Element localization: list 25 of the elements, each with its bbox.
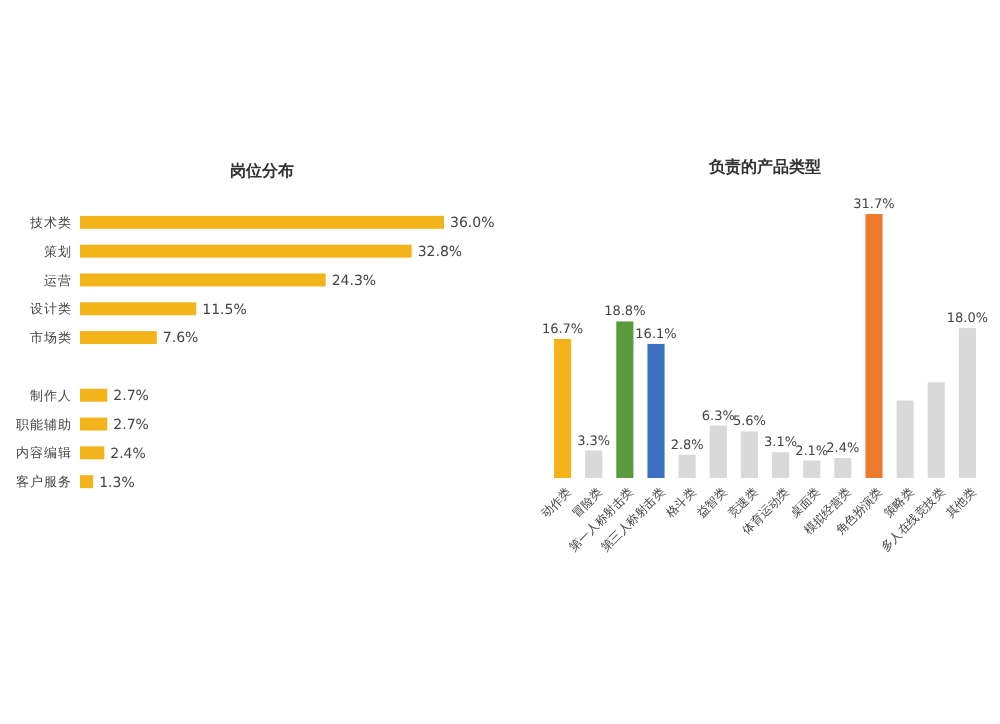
bar bbox=[80, 331, 157, 345]
bar bbox=[80, 215, 444, 229]
bar bbox=[80, 475, 94, 489]
bar bbox=[616, 321, 634, 478]
bar bbox=[927, 382, 945, 478]
bar bbox=[772, 452, 790, 478]
bar bbox=[554, 338, 572, 478]
bar bbox=[647, 343, 665, 478]
bar bbox=[709, 425, 727, 478]
bar bbox=[80, 446, 105, 460]
chart-title: 岗位分布 bbox=[230, 162, 294, 180]
bar bbox=[834, 458, 852, 478]
bar bbox=[896, 400, 914, 478]
bar bbox=[80, 273, 326, 287]
bar bbox=[958, 328, 976, 478]
bar bbox=[678, 454, 696, 478]
bar bbox=[80, 302, 197, 316]
bar bbox=[865, 214, 883, 478]
bar bbox=[80, 417, 108, 431]
bar bbox=[740, 431, 758, 478]
bar bbox=[803, 460, 821, 478]
bar bbox=[585, 450, 603, 478]
bar bbox=[80, 388, 108, 402]
bar bbox=[80, 244, 412, 258]
chart-title: 负责的产品类型 bbox=[707, 158, 821, 176]
